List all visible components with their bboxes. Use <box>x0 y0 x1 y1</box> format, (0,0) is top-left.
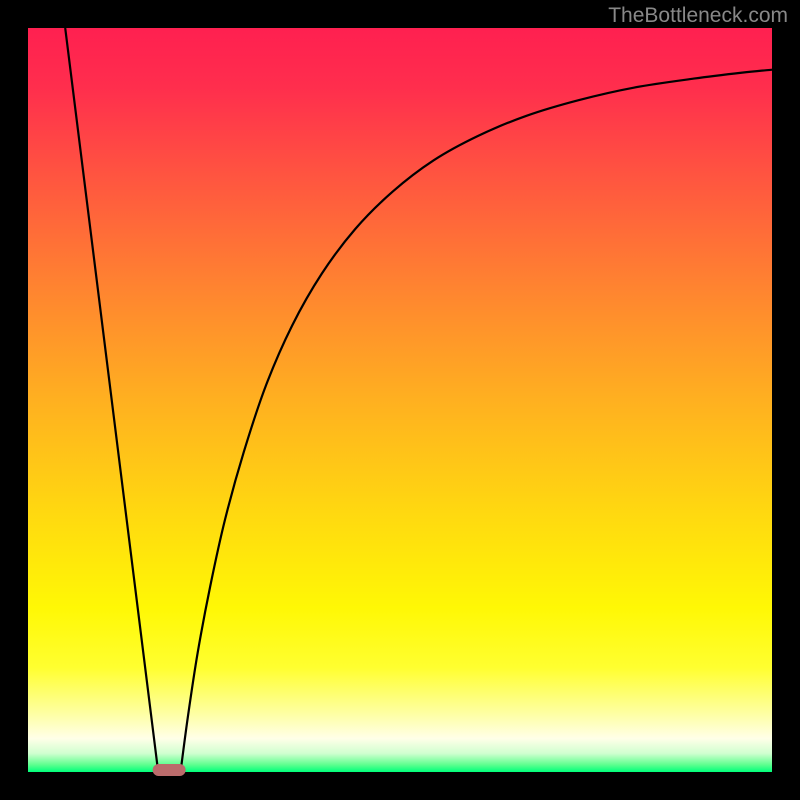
curve-left-descent <box>65 28 158 772</box>
curve-right-ascent <box>181 70 772 772</box>
chart-frame <box>28 28 772 772</box>
optimal-point-marker <box>153 764 186 776</box>
watermark-text: TheBottleneck.com <box>608 4 788 28</box>
curve-plot <box>28 28 772 772</box>
